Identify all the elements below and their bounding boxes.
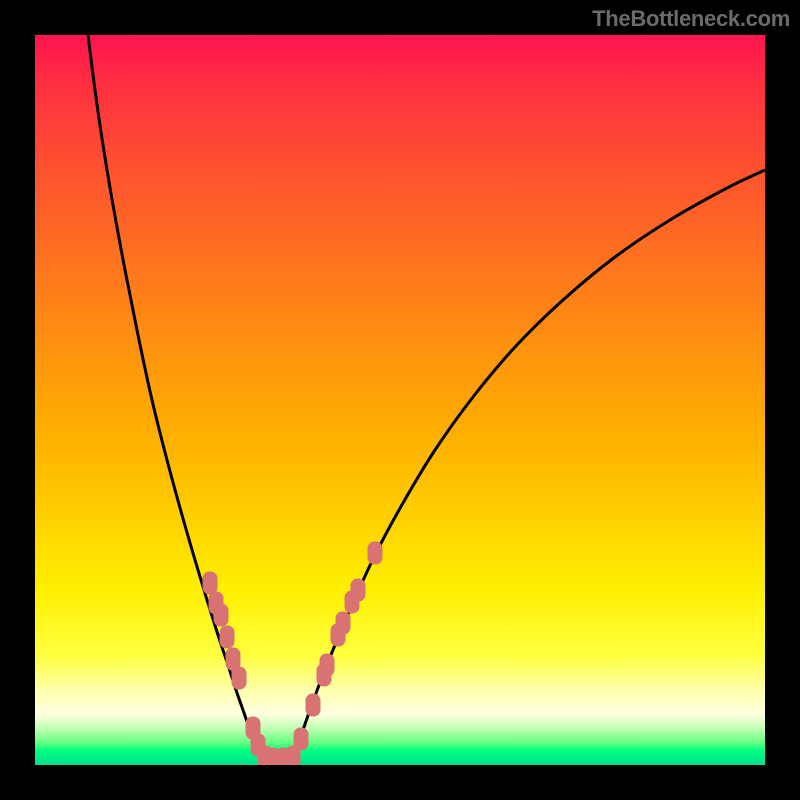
bottleneck-curve-svg bbox=[35, 35, 765, 765]
curve-marker bbox=[336, 612, 351, 635]
watermark-text: TheBottleneck.com bbox=[592, 6, 790, 32]
curve-marker bbox=[220, 626, 235, 649]
curve-marker bbox=[232, 667, 247, 690]
curve-marker bbox=[320, 654, 335, 677]
curve-marker bbox=[294, 728, 309, 751]
curve-marker bbox=[368, 542, 383, 565]
curve-marker bbox=[306, 694, 321, 717]
plot-area bbox=[35, 35, 765, 765]
curve-marker bbox=[203, 572, 218, 595]
right-curve bbox=[293, 170, 765, 759]
chart-frame: TheBottleneck.com bbox=[0, 0, 800, 800]
curve-marker bbox=[351, 579, 366, 602]
curve-marker bbox=[214, 604, 229, 627]
left-markers-group bbox=[203, 572, 291, 766]
right-markers-group bbox=[286, 542, 383, 766]
